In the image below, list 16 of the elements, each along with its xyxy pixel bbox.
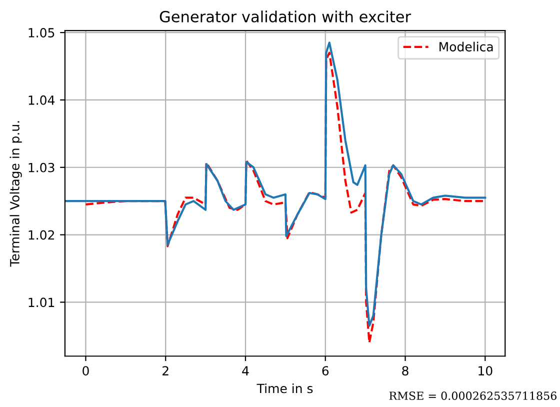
text: RMSE = 0.000262535711856 (389, 392, 556, 400)
x-tick-label: 0 (82, 366, 89, 376)
y-tick-label: 1.01 (28, 298, 54, 308)
x-tick-label: 6 (322, 366, 329, 376)
x-axis-title: Time in s (256, 384, 313, 394)
y-tick-label: 1.02 (28, 230, 54, 240)
x-tick-label: 4 (242, 366, 249, 376)
y-tick-label: 1.04 (28, 95, 55, 105)
x-tick-label: 8 (402, 366, 408, 376)
x-tick-label: 10 (478, 366, 492, 376)
y-tick-label: 1.05 (28, 28, 54, 38)
chart-title: Generator validation with exciter (160, 10, 412, 22)
legend-label: Modelica (440, 42, 493, 52)
y-tick-label: 1.03 (28, 162, 54, 172)
y-axis-title: Terminal Voltage in p.u. (10, 121, 22, 267)
x-tick-label: 2 (162, 366, 168, 376)
